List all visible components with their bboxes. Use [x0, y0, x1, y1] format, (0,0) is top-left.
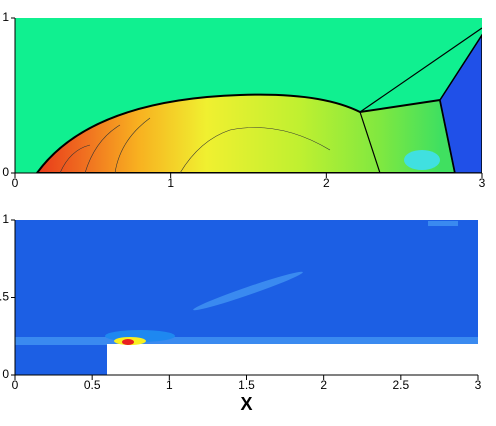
x-tick-label: 3	[475, 378, 482, 392]
x-tick-label: 2.5	[392, 378, 409, 392]
contour-bottom	[15, 220, 478, 375]
x-tick-label: 2	[323, 176, 330, 190]
x-tick-label: 2	[320, 378, 327, 392]
x-tick-label: 0.5	[84, 378, 101, 392]
x-tick-label: 1.5	[238, 378, 255, 392]
x-tick-label: 1	[167, 176, 174, 190]
y-tick-label: .5	[0, 290, 9, 304]
contour-top	[15, 18, 482, 173]
y-tick-label: 0	[2, 165, 9, 179]
y-tick-label: 0	[2, 367, 9, 381]
x-tick-label: 0	[12, 378, 19, 392]
x-tick-label: 0	[12, 176, 19, 190]
x-tick-label: 3	[479, 176, 486, 190]
y-tick-label: 1	[2, 10, 9, 24]
y-tick-label: 1	[2, 212, 9, 226]
x-tick-label: 1	[166, 378, 173, 392]
x-axis-label: X	[240, 394, 252, 414]
